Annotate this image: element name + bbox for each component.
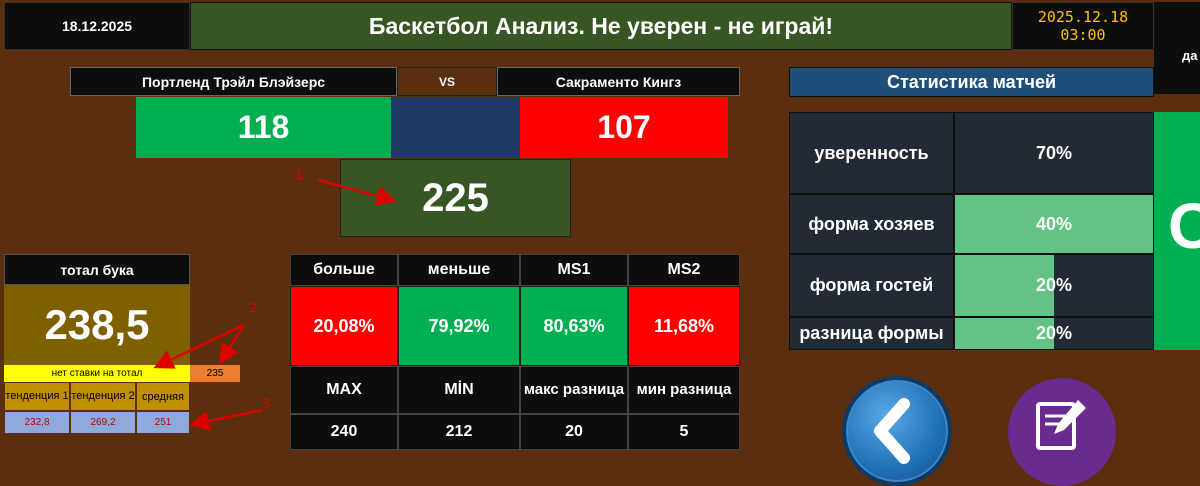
stat-label-away-form: форма гостей bbox=[789, 254, 954, 317]
stat-bar-home-form bbox=[955, 195, 1153, 253]
home-team-name: Портленд Трэйл Блэйзерс bbox=[70, 67, 397, 96]
stat-header-max: MAX bbox=[290, 366, 398, 414]
vs-label: VS bbox=[397, 67, 497, 96]
trend1-value: 232,8 bbox=[4, 411, 70, 434]
odds-grid: больше меньше MS1 MS2 20,08% 79,92% 80,6… bbox=[290, 254, 740, 450]
stat-label-form-diff: разница формы bbox=[789, 317, 954, 350]
odds-value-under: 79,92% bbox=[398, 286, 520, 366]
edit-note-icon bbox=[1036, 400, 1086, 450]
odds-value-ms2: 11,68% bbox=[628, 286, 740, 366]
stat-header-min: MİN bbox=[398, 366, 520, 414]
header-datetime: 2025.12.18 03:00 bbox=[1012, 2, 1154, 50]
stat-header-max-diff: макс разница bbox=[520, 366, 628, 414]
stat-value-confidence: 70% bbox=[1035, 142, 1073, 163]
chevron-left-icon bbox=[874, 398, 910, 464]
average-value: 251 bbox=[136, 411, 190, 434]
match-total: 225 bbox=[340, 159, 571, 237]
stat-value-home-form: 40% bbox=[1035, 213, 1073, 234]
away-team-name: Сакраменто Кингз bbox=[497, 67, 740, 96]
bookmaker-total: 238,5 bbox=[4, 285, 190, 365]
header-date: 18.12.2025 bbox=[4, 2, 190, 50]
annotation-label-2: 2 bbox=[249, 299, 257, 315]
stat-label-confidence: уверенность bbox=[789, 112, 954, 194]
average-header: средняя bbox=[136, 382, 190, 411]
page-title: Баскетбол Анализ. Не уверен - не играй! bbox=[190, 2, 1012, 50]
odds-header-under: меньше bbox=[398, 254, 520, 286]
trend2-header: тенденция 2 bbox=[70, 382, 136, 411]
edit-button[interactable] bbox=[1008, 378, 1116, 486]
stat-value-max: 240 bbox=[290, 414, 398, 450]
score-divider bbox=[391, 97, 520, 158]
odds-value-over: 20,08% bbox=[290, 286, 398, 366]
away-score: 107 bbox=[520, 97, 728, 158]
no-bet-label: нет ставки на тотал bbox=[4, 365, 190, 382]
stats-title: Статистика матчей bbox=[789, 67, 1154, 97]
header-side-label: да bbox=[1182, 48, 1198, 63]
stat-cell-form-diff: 20% bbox=[954, 317, 1154, 350]
stat-header-min-diff: мин разница bbox=[628, 366, 740, 414]
stat-value-form-diff: 20% bbox=[1035, 323, 1073, 343]
stat-value-min: 212 bbox=[398, 414, 520, 450]
stats-side-indicator: O bbox=[1154, 112, 1200, 350]
stat-cell-away-form: 20% bbox=[954, 254, 1154, 317]
odds-header-ms1: MS1 bbox=[520, 254, 628, 286]
odds-value-ms1: 80,63% bbox=[520, 286, 628, 366]
bookmaker-title: тотал бука bbox=[4, 254, 190, 285]
odds-header-ms2: MS2 bbox=[628, 254, 740, 286]
trend2-value: 269,2 bbox=[70, 411, 136, 434]
stat-bar-form-diff bbox=[955, 318, 1054, 349]
stats-side-letter: O bbox=[1168, 190, 1200, 262]
stat-label-home-form: форма хозяев bbox=[789, 194, 954, 254]
no-bet-value: 235 bbox=[190, 365, 240, 382]
stat-cell-confidence: 70% bbox=[954, 112, 1154, 194]
trend1-header: тенденция 1 bbox=[4, 382, 70, 411]
stat-value-max-diff: 20 bbox=[520, 414, 628, 450]
stat-value-away-form: 20% bbox=[1035, 275, 1073, 295]
back-button[interactable] bbox=[842, 376, 952, 486]
annotation-label-1: 1 bbox=[295, 166, 303, 182]
stat-value-min-diff: 5 bbox=[628, 414, 740, 450]
stat-cell-home-form: 40% bbox=[954, 194, 1154, 254]
stat-bar-away-form bbox=[955, 255, 1054, 316]
header-side-panel: да bbox=[1154, 2, 1200, 94]
annotation-label-3: 3 bbox=[262, 395, 270, 411]
stats-table: уверенность 70% форма хозяев 40% форма г… bbox=[789, 112, 1154, 350]
odds-header-over: больше bbox=[290, 254, 398, 286]
home-score: 118 bbox=[136, 97, 391, 158]
